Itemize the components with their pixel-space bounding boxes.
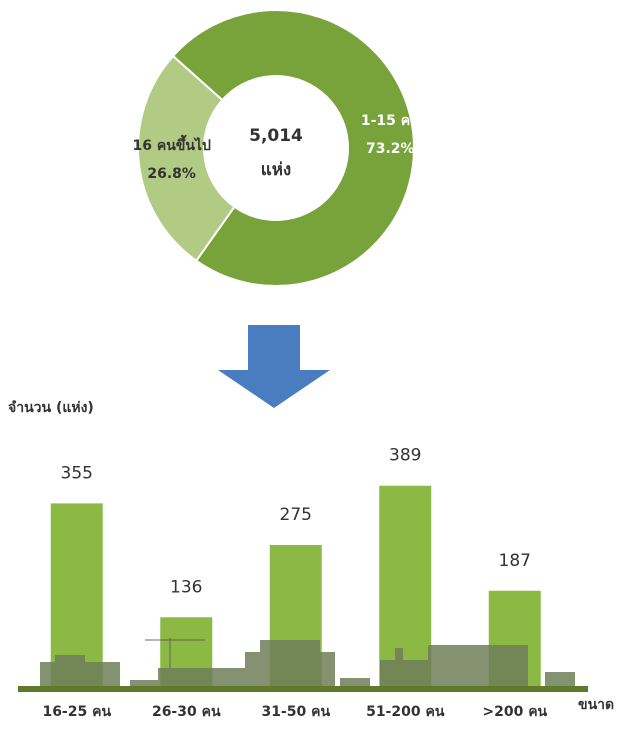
value-label: 355 <box>61 463 93 483</box>
arrow <box>218 325 330 408</box>
x-tick-label: 26-30 คน <box>152 704 221 720</box>
page: 1-15 คน73.2%16 คนขึ้นไป26.8%5,014แห่ง จำ… <box>0 0 619 743</box>
skyline <box>40 638 575 688</box>
slice-label: 1-15 คน <box>361 113 420 129</box>
value-label: 389 <box>389 446 421 466</box>
slice-value: 73.2% <box>366 141 415 157</box>
center-unit: แห่ง <box>261 160 291 180</box>
bar <box>379 486 431 688</box>
value-label: 136 <box>170 577 202 597</box>
center-label: 5,014 <box>249 126 303 146</box>
x-tick-label: 16-25 คน <box>42 704 111 720</box>
slice-value: 26.8% <box>147 166 196 182</box>
x-tick-label: 31-50 คน <box>261 704 330 720</box>
x-axis-title: ขนาด <box>578 697 614 713</box>
x-tick-label: 51-200 คน <box>366 704 445 720</box>
y-axis-title: จำนวน (แห่ง) <box>8 400 94 416</box>
value-label: 187 <box>499 551 531 571</box>
value-label: 275 <box>280 505 312 525</box>
ground <box>18 686 588 692</box>
x-tick-label: >200 คน <box>482 704 547 720</box>
